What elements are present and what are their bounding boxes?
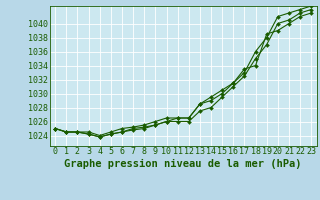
X-axis label: Graphe pression niveau de la mer (hPa): Graphe pression niveau de la mer (hPa) — [64, 159, 302, 169]
